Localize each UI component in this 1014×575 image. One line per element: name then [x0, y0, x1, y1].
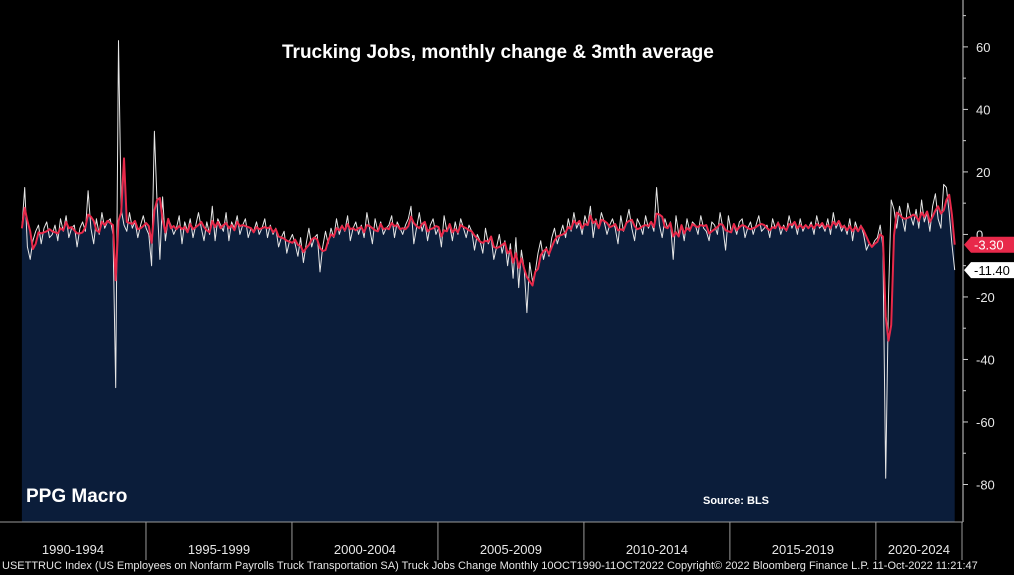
x-tick-label: 2005-2009: [480, 542, 542, 557]
y-tick-label: -20: [976, 290, 995, 305]
area-fill: [21, 158, 955, 522]
last-value-tag-monthly-text: -11.40: [974, 263, 1010, 278]
series-line-3mth-average: [20, 157, 956, 342]
last-value-tag-average-text: -3.30: [974, 238, 1004, 253]
footer-caption: USETTRUC Index (US Employees on Nonfarm …: [2, 560, 978, 572]
x-tick-label: 1995-1999: [188, 542, 250, 557]
chart-title: Trucking Jobs, monthly change & 3mth ave…: [282, 42, 714, 63]
last-value-tag-average: -3.30: [964, 236, 1014, 253]
series-line-monthly: [21, 40, 956, 479]
axis-layer: [0, 0, 968, 523]
series-layer: [20, 40, 956, 479]
last-value-tag-monthly-box: [964, 262, 1014, 279]
y-tick-label: -80: [976, 477, 995, 492]
x-tick-label: 2010-2014: [626, 542, 688, 557]
source-label: Source: BLS: [703, 495, 770, 507]
y-tick-label: 0: [976, 227, 983, 242]
x-tick-label: 1990-1994: [42, 542, 104, 557]
x-tick-label: 2015-2019: [772, 542, 834, 557]
y-tick-label: -40: [976, 352, 995, 367]
y-tick-label: -60: [976, 415, 995, 430]
x-tick-label: 2020-2024: [888, 542, 950, 557]
last-value-tag-monthly: -11.40: [964, 262, 1014, 279]
y-tick-label: 40: [976, 102, 990, 117]
y-tick-label: 20: [976, 165, 990, 180]
brand-label: PPG Macro: [26, 486, 128, 507]
area-fill-layer: [21, 158, 955, 522]
y-tick-label: 60: [976, 40, 990, 55]
x-tick-label: 2000-2004: [334, 542, 396, 557]
label-layer: 1990-1994 1995-1999 2000-2004 2005-2009 2010…: [42, 40, 1014, 557]
last-value-tag-average-box: [964, 236, 1014, 253]
x-tick-marks: [145, 522, 963, 560]
